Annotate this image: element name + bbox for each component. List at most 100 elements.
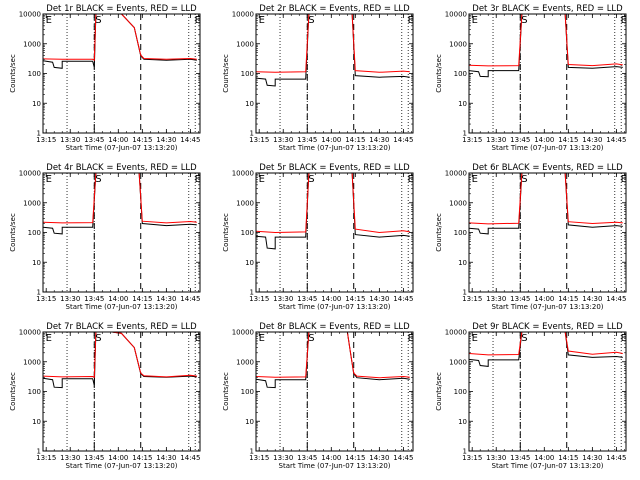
x-tick-label: 14:00 (108, 136, 128, 144)
y-tick-label: 10000 (19, 329, 41, 337)
y-axis-label: Counts/sec (435, 372, 443, 411)
plot-frame (468, 172, 627, 293)
y-tick-label: 100 (28, 388, 41, 396)
y-axis-label: Counts/sec (222, 54, 230, 93)
x-tick-label: 13:45 (510, 454, 530, 462)
x-tick-label: 14:15 (558, 136, 578, 144)
event-marker-label: E (621, 174, 627, 185)
y-tick-label: 1 (463, 448, 467, 456)
series-line-events (469, 14, 623, 78)
event-marker-label: S (521, 15, 527, 26)
y-tick-label: 1 (37, 289, 41, 297)
chart-panel-8: Det 8r BLACK = Events, RED = LLD 1 10 100 10… (222, 322, 414, 470)
chart-title: Det 6r BLACK = Events, RED = LLD (472, 163, 623, 173)
x-tick-label: 14:00 (321, 136, 341, 144)
plot-frame (255, 331, 414, 452)
y-tick-label: 10 (245, 259, 254, 267)
y-tick-label: 10000 (232, 170, 254, 178)
event-marker-label: E (621, 333, 627, 344)
plot-frame (468, 331, 627, 452)
x-tick-label: 13:15 (249, 295, 269, 303)
series-line-events (469, 332, 623, 367)
chart-title: Det 4r BLACK = Events, RED = LLD (46, 163, 197, 173)
series-line-lld (469, 173, 623, 225)
series-line-events (469, 173, 623, 235)
y-tick-label: 10 (32, 418, 41, 426)
event-marker-label: E (46, 174, 52, 185)
event-marker-label: E (46, 15, 52, 26)
x-axis-label: Start Time (07-Jun-07 13:13:20) (492, 462, 604, 470)
y-tick-label: 10000 (19, 170, 41, 178)
x-tick-label: 14:45 (180, 295, 200, 303)
event-marker-label: E (472, 333, 478, 344)
x-axis-label: Start Time (07-Jun-07 13:13:20) (66, 462, 178, 470)
x-axis-label: Start Time (07-Jun-07 13:13:20) (492, 303, 604, 311)
y-axis-label: Counts/sec (9, 54, 17, 93)
series-line-events (256, 14, 410, 87)
y-tick-label: 1000 (449, 199, 467, 207)
y-axis-label: Counts/sec (435, 213, 443, 252)
x-tick-label: 14:00 (321, 454, 341, 462)
series-line-events (43, 173, 197, 235)
series-line-lld (43, 14, 197, 62)
x-tick-label: 14:15 (558, 454, 578, 462)
x-tick-label: 14:00 (534, 136, 554, 144)
y-axis-label: Counts/sec (9, 372, 17, 411)
plot-frame (42, 172, 201, 293)
y-tick-label: 10000 (232, 329, 254, 337)
x-axis-label: Start Time (07-Jun-07 13:13:20) (66, 303, 178, 311)
event-marker-label: E (408, 15, 414, 26)
y-tick-label: 1000 (236, 40, 254, 48)
event-marker-label: E (472, 15, 478, 26)
y-tick-label: 10000 (445, 329, 467, 337)
x-tick-label: 14:45 (606, 454, 626, 462)
series-line-lld (469, 14, 623, 67)
x-tick-label: 14:15 (132, 295, 152, 303)
y-tick-label: 100 (241, 388, 254, 396)
chart-title: Det 2r BLACK = Events, RED = LLD (259, 4, 410, 14)
series-line-lld (43, 332, 197, 379)
series-line-lld (469, 332, 623, 356)
series-line-events (43, 14, 197, 69)
chart-panel-3: Det 3r BLACK = Events, RED = LLD 1 10 100 10… (435, 4, 627, 152)
chart-title: Det 9r BLACK = Events, RED = LLD (472, 322, 623, 332)
y-tick-label: 1 (37, 130, 41, 138)
chart-title: Det 7r BLACK = Events, RED = LLD (46, 322, 197, 332)
series-line-lld (256, 173, 410, 234)
y-tick-label: 1000 (236, 199, 254, 207)
chart-title: Det 1r BLACK = Events, RED = LLD (46, 4, 197, 14)
x-tick-label: 13:30 (486, 136, 506, 144)
event-marker-label: S (521, 333, 527, 344)
x-tick-label: 13:15 (462, 295, 482, 303)
chart-panel-9: Det 9r BLACK = Events, RED = LLD 1 10 100 10… (435, 322, 627, 470)
y-tick-label: 1000 (449, 40, 467, 48)
chart-title: Det 3r BLACK = Events, RED = LLD (472, 4, 623, 14)
x-tick-label: 14:30 (369, 136, 389, 144)
y-axis-label: Counts/sec (9, 213, 17, 252)
x-tick-label: 14:45 (606, 136, 626, 144)
y-tick-label: 10 (32, 259, 41, 267)
event-marker-label: E (195, 174, 201, 185)
y-tick-label: 1000 (236, 358, 254, 366)
series-line-events (256, 173, 410, 250)
event-marker-label: S (308, 333, 314, 344)
event-marker-label: E (46, 333, 52, 344)
x-tick-label: 14:45 (393, 295, 413, 303)
event-marker-label: E (408, 333, 414, 344)
y-tick-label: 10000 (445, 170, 467, 178)
x-tick-label: 14:45 (393, 454, 413, 462)
chart-panel-5: Det 5r BLACK = Events, RED = LLD 1 10 100 10… (222, 163, 414, 311)
y-tick-label: 1 (37, 448, 41, 456)
y-tick-label: 1000 (449, 358, 467, 366)
event-marker-label: E (259, 174, 265, 185)
y-tick-label: 10 (32, 100, 41, 108)
x-tick-label: 14:45 (180, 136, 200, 144)
y-tick-label: 10 (245, 418, 254, 426)
x-tick-label: 14:30 (582, 136, 602, 144)
y-tick-label: 1 (250, 448, 254, 456)
x-tick-label: 14:15 (132, 454, 152, 462)
x-tick-label: 14:00 (534, 295, 554, 303)
y-tick-label: 1 (250, 289, 254, 297)
x-tick-label: 14:00 (321, 295, 341, 303)
